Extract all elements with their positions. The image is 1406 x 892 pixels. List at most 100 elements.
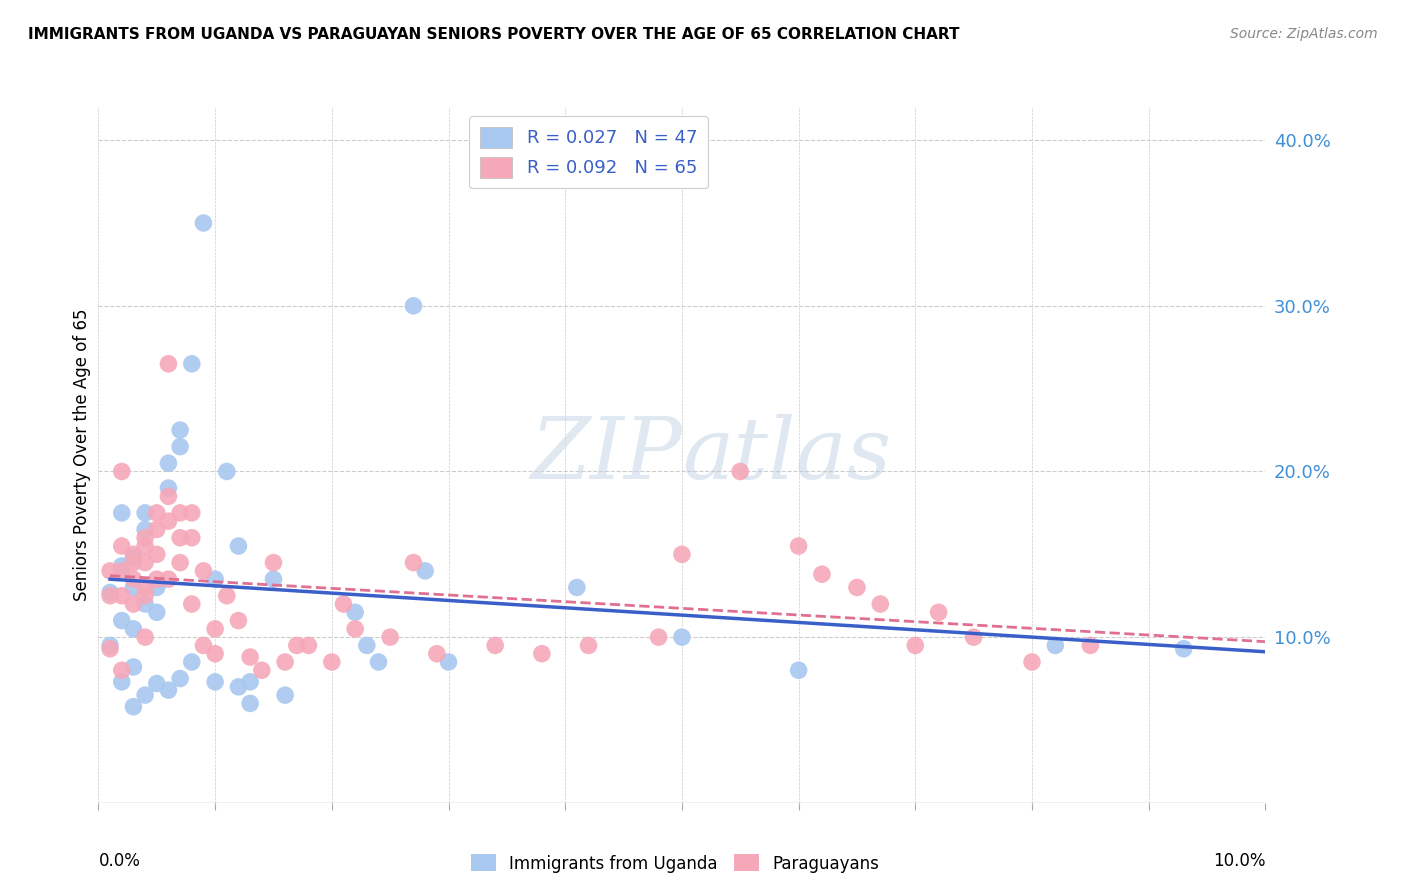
- Point: [204, 572, 226, 586]
- Point: [1021, 655, 1043, 669]
- Point: [530, 647, 553, 661]
- Point: [157, 572, 180, 586]
- Point: [180, 655, 202, 669]
- Point: [402, 556, 425, 570]
- Point: [215, 589, 238, 603]
- Point: [962, 630, 984, 644]
- Point: [122, 699, 145, 714]
- Point: [344, 605, 367, 619]
- Point: [111, 539, 134, 553]
- Point: [169, 672, 191, 686]
- Point: [228, 539, 250, 553]
- Point: [122, 550, 145, 565]
- Point: [1045, 639, 1067, 653]
- Point: [98, 564, 121, 578]
- Point: [157, 481, 180, 495]
- Point: [169, 506, 191, 520]
- Point: [437, 655, 460, 669]
- Point: [122, 572, 145, 586]
- Point: [274, 688, 297, 702]
- Point: [356, 639, 378, 653]
- Point: [98, 639, 121, 653]
- Point: [250, 663, 273, 677]
- Point: [146, 676, 169, 690]
- Point: [169, 440, 191, 454]
- Point: [122, 556, 145, 570]
- Point: [274, 655, 297, 669]
- Point: [869, 597, 891, 611]
- Point: [344, 622, 367, 636]
- Point: [285, 639, 308, 653]
- Point: [122, 597, 145, 611]
- Point: [98, 585, 121, 599]
- Point: [111, 663, 134, 677]
- Point: [157, 357, 180, 371]
- Text: 10.0%: 10.0%: [1213, 852, 1265, 870]
- Point: [321, 655, 343, 669]
- Point: [787, 663, 810, 677]
- Point: [332, 597, 354, 611]
- Point: [122, 547, 145, 561]
- Point: [811, 567, 834, 582]
- Point: [228, 614, 250, 628]
- Point: [846, 581, 869, 595]
- Point: [787, 539, 810, 553]
- Point: [1080, 639, 1102, 653]
- Point: [578, 639, 600, 653]
- Point: [111, 614, 134, 628]
- Point: [484, 639, 506, 653]
- Point: [169, 531, 191, 545]
- Point: [157, 514, 180, 528]
- Point: [146, 605, 169, 619]
- Point: [180, 597, 202, 611]
- Point: [904, 639, 927, 653]
- Point: [134, 597, 156, 611]
- Point: [146, 506, 169, 520]
- Point: [122, 622, 145, 636]
- Point: [730, 465, 752, 479]
- Point: [215, 465, 238, 479]
- Legend: R = 0.027   N = 47, R = 0.092   N = 65: R = 0.027 N = 47, R = 0.092 N = 65: [470, 116, 709, 188]
- Point: [98, 641, 121, 656]
- Point: [146, 572, 169, 586]
- Point: [380, 630, 402, 644]
- Point: [122, 581, 145, 595]
- Point: [262, 572, 284, 586]
- Point: [146, 523, 169, 537]
- Point: [928, 605, 950, 619]
- Point: [111, 674, 134, 689]
- Point: [204, 674, 226, 689]
- Point: [146, 547, 169, 561]
- Point: [134, 506, 156, 520]
- Y-axis label: Seniors Poverty Over the Age of 65: Seniors Poverty Over the Age of 65: [73, 309, 91, 601]
- Point: [671, 547, 693, 561]
- Point: [111, 506, 134, 520]
- Point: [111, 589, 134, 603]
- Legend: Immigrants from Uganda, Paraguayans: Immigrants from Uganda, Paraguayans: [464, 847, 886, 880]
- Point: [134, 531, 156, 545]
- Point: [297, 639, 319, 653]
- Point: [228, 680, 250, 694]
- Point: [193, 216, 215, 230]
- Point: [122, 660, 145, 674]
- Point: [134, 539, 156, 553]
- Point: [565, 581, 588, 595]
- Point: [169, 556, 191, 570]
- Point: [193, 639, 215, 653]
- Point: [413, 564, 436, 578]
- Text: IMMIGRANTS FROM UGANDA VS PARAGUAYAN SENIORS POVERTY OVER THE AGE OF 65 CORRELAT: IMMIGRANTS FROM UGANDA VS PARAGUAYAN SEN…: [28, 27, 960, 42]
- Point: [134, 523, 156, 537]
- Point: [402, 299, 425, 313]
- Point: [262, 556, 284, 570]
- Point: [671, 630, 693, 644]
- Point: [98, 589, 121, 603]
- Point: [134, 589, 156, 603]
- Text: Source: ZipAtlas.com: Source: ZipAtlas.com: [1230, 27, 1378, 41]
- Point: [146, 581, 169, 595]
- Point: [180, 357, 202, 371]
- Point: [367, 655, 389, 669]
- Point: [111, 564, 134, 578]
- Text: atlas: atlas: [682, 414, 891, 496]
- Point: [134, 556, 156, 570]
- Point: [180, 506, 202, 520]
